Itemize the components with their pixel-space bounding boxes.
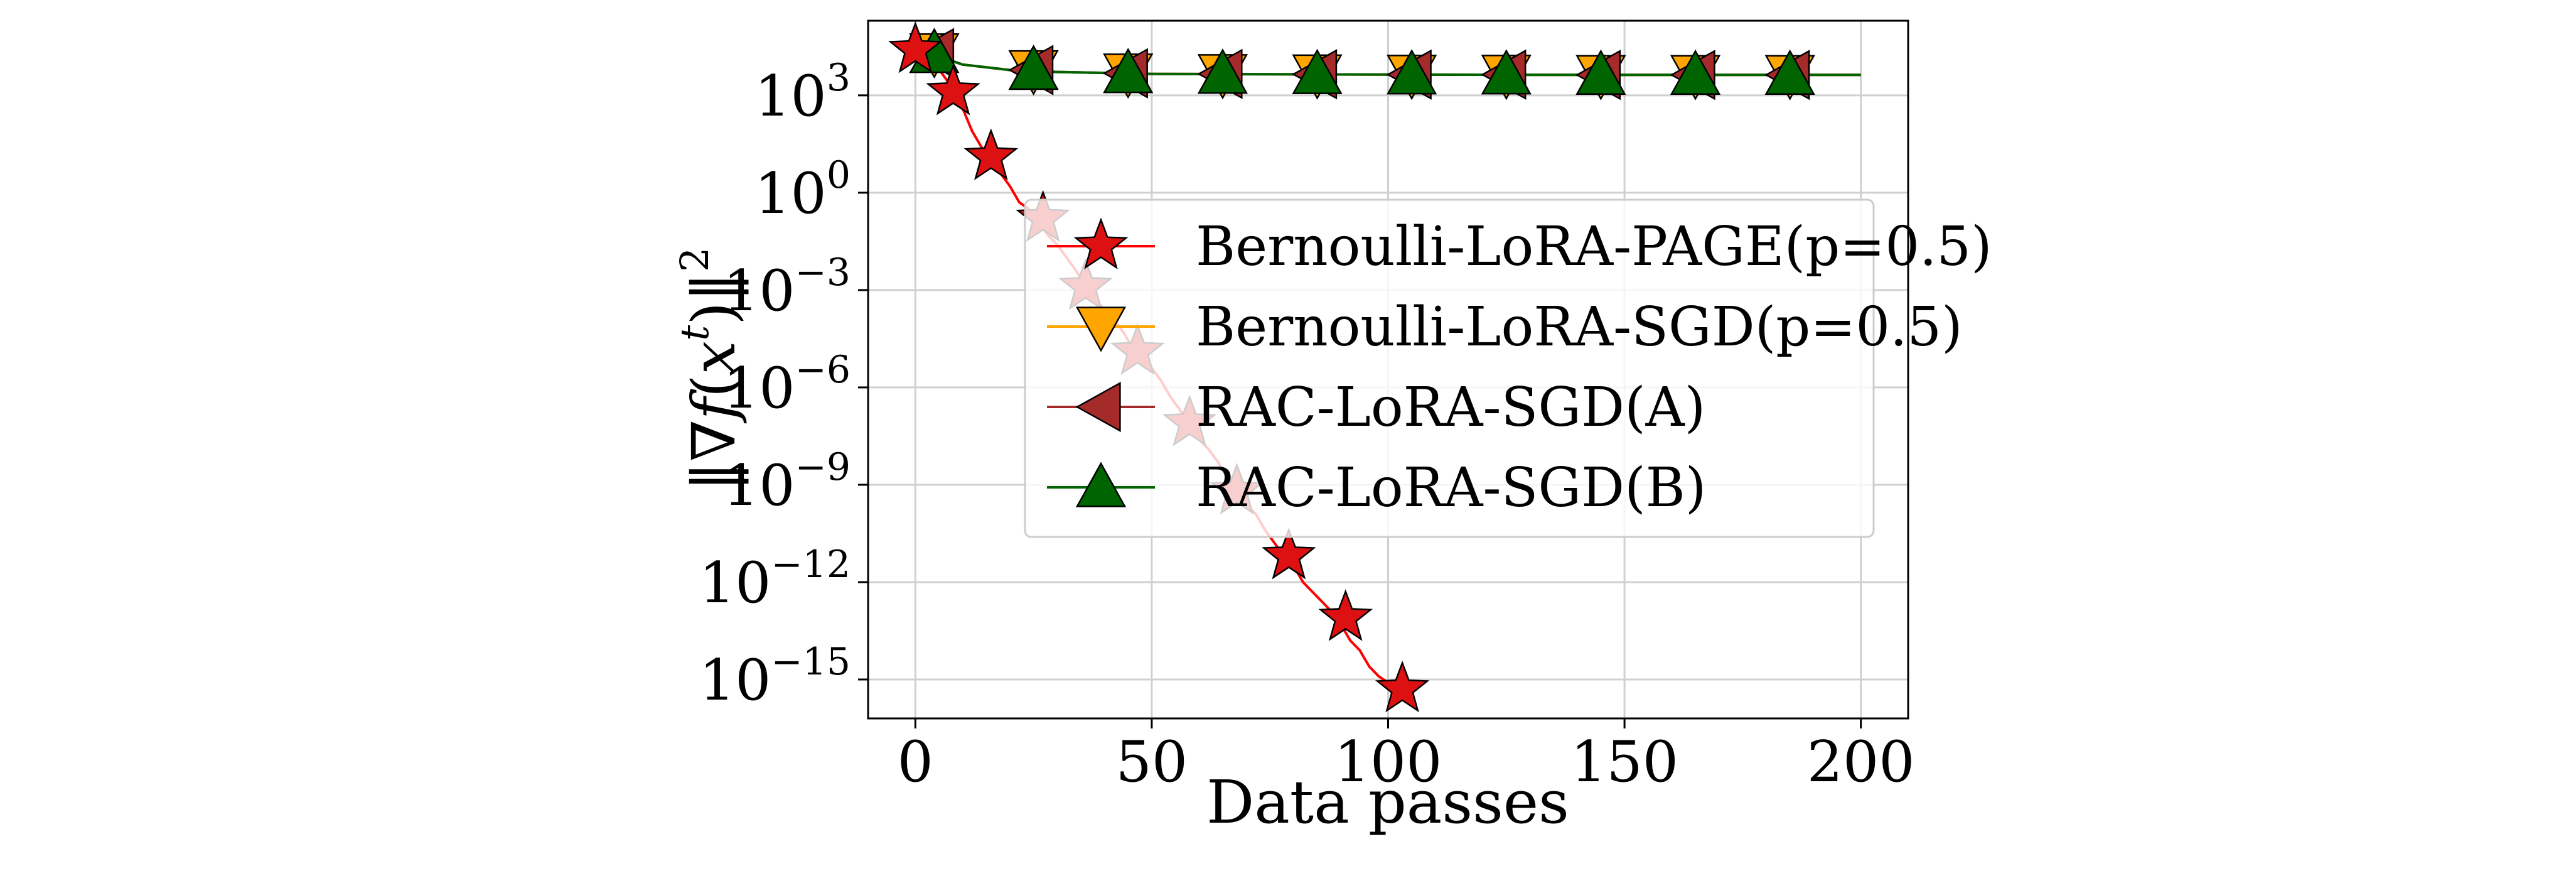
series-marker-3	[1103, 48, 1154, 94]
series-marker-3	[1197, 48, 1248, 94]
series-marker-3	[1575, 49, 1626, 95]
y-tick-label: 10−9	[723, 445, 851, 519]
legend-label: Bernoulli-LoRA-SGD(p=0.5)	[1196, 296, 1963, 359]
y-tick-label: 10−12	[699, 543, 851, 616]
series-marker-0	[1261, 528, 1316, 580]
legend-marker	[1073, 217, 1129, 269]
series-marker-3	[1481, 49, 1532, 95]
x-axis-ticks: 0 50 100 150 200	[898, 718, 1915, 795]
x-tick-label: 200	[1807, 729, 1915, 795]
series-marker-3	[1764, 49, 1815, 95]
series-marker-0	[963, 128, 1019, 180]
legend-marker	[1075, 381, 1121, 433]
legend-label: RAC-LoRA-SGD(A)	[1196, 376, 1705, 439]
series-marker-0	[1318, 589, 1373, 641]
x-tick-label: 50	[1116, 729, 1188, 795]
series-marker-3	[1387, 49, 1437, 95]
x-tick-label: 100	[1334, 729, 1442, 795]
legend-entries: Bernoulli-LoRA-PAGE(p=0.5) Bernoulli-LoRA…	[1047, 215, 1992, 519]
series-marker-3	[1670, 49, 1721, 95]
y-axis-label: ‖∇f(xt)‖2	[672, 247, 749, 492]
x-tick-label: 0	[898, 729, 933, 795]
y-tick-label: 103	[754, 56, 851, 129]
y-axis-ticks: 103 100 10−3 10−6 10−9 10−12 10−15	[699, 56, 868, 713]
legend-marker	[1075, 462, 1127, 507]
legend-marker	[1075, 306, 1127, 352]
series-marker-0	[888, 21, 943, 73]
series-marker-0	[1375, 660, 1430, 713]
series-marker-0	[926, 63, 980, 116]
x-tick-label: 150	[1570, 729, 1678, 795]
y-tick-label: 10−3	[723, 251, 851, 324]
legend-label: RAC-LoRA-SGD(B)	[1196, 457, 1706, 519]
legend-label: Bernoulli-LoRA-PAGE(p=0.5)	[1196, 215, 1992, 278]
y-tick-label: 10−15	[699, 640, 851, 713]
y-tick-label: 10−6	[723, 348, 851, 421]
series-marker-3	[1008, 44, 1059, 90]
legend-box	[1024, 198, 1875, 538]
y-tick-label: 100	[754, 153, 851, 227]
legend: Bernoulli-LoRA-PAGE(p=0.5) Bernoulli-LoRA…	[1024, 198, 1992, 538]
series-marker-3	[1292, 48, 1343, 94]
x-axis-label: Data passes	[1206, 768, 1569, 837]
